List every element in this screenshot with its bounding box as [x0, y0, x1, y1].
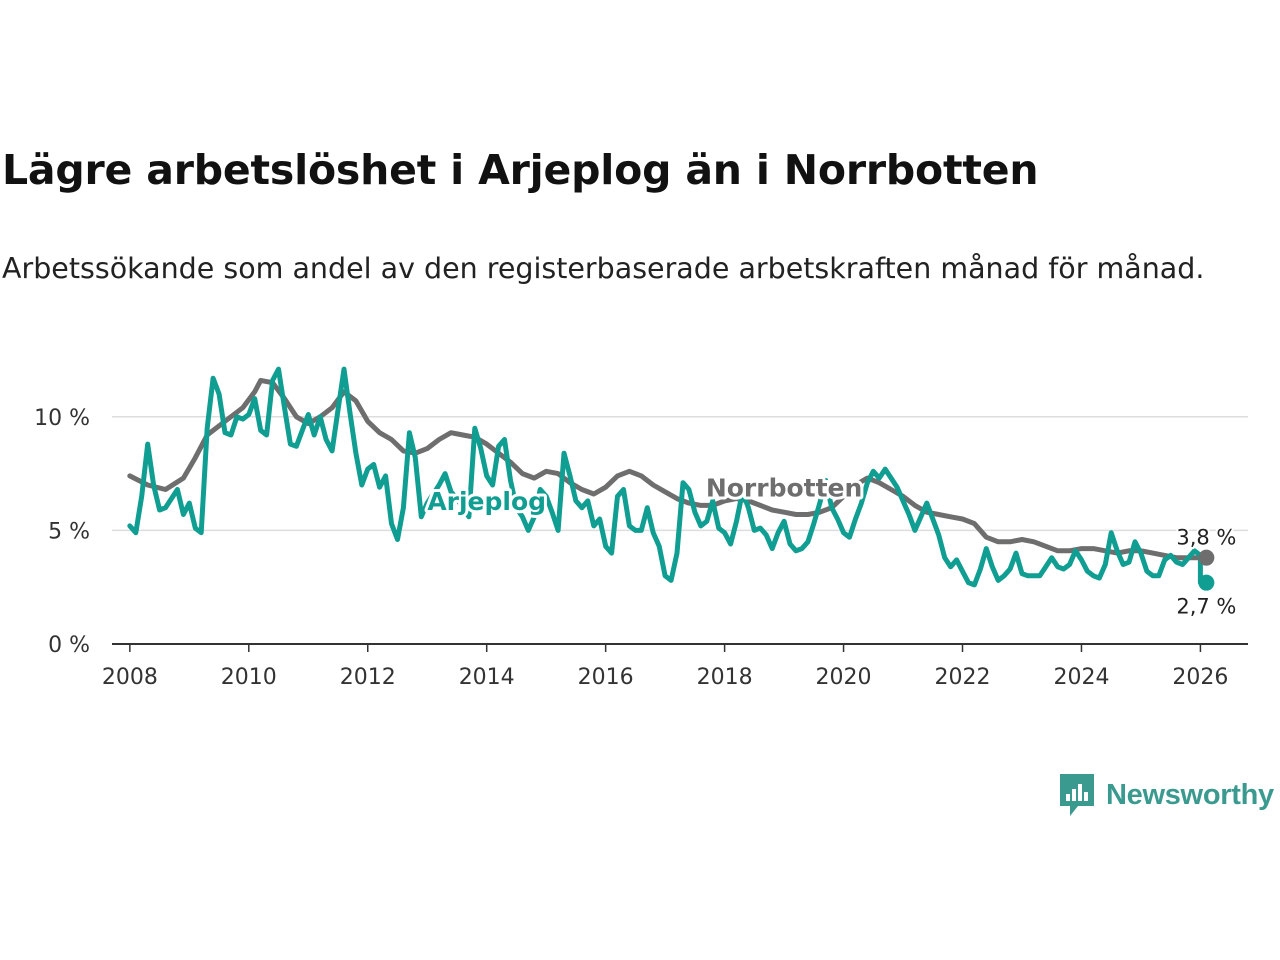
newsworthy-logo-icon: [1060, 774, 1094, 816]
x-tick-label: 2022: [935, 665, 991, 690]
x-tick-label: 2018: [697, 665, 753, 690]
end-point-arjeplog: [1198, 574, 1215, 591]
end-value-label-norrbotten: 3,8 %: [1176, 526, 1236, 550]
series-line-arjeplog: [127, 366, 1209, 588]
series-label-arjeplog: Arjeplog: [427, 487, 546, 516]
line-chart: 0 %5 %10 % 2008 2010 2012 2014 2016 2018 2020 2…: [34, 366, 1248, 690]
series-lines: [127, 366, 1209, 588]
brand-name: Newsworthy: [1106, 778, 1274, 811]
y-axis-ticks: 0 % 5 % 10 %: [34, 406, 90, 658]
end-value-label-arjeplog: 2,7 %: [1176, 595, 1236, 619]
end-markers: 3,8 % 2,7 %: [1174, 524, 1238, 621]
series-labels: Arjeplog Norrbotten: [424, 470, 865, 519]
y-tick-label: 0 %: [48, 633, 90, 658]
x-tick-label: 2026: [1172, 665, 1228, 690]
chart-subtitle: Arbetssökande som andel av den registerb…: [2, 252, 1205, 285]
x-axis-ticks: 2008 2010 2012 2014 2016 2018 2020 2022 2024 2026: [102, 644, 1228, 690]
y-tick-label: 5 %: [48, 519, 90, 544]
series-label-norrbotten: Norrbotten: [706, 473, 862, 502]
end-point-norrbotten: [1198, 549, 1215, 566]
newsworthy-brand: Newsworthy: [1058, 772, 1274, 818]
x-tick-label: 2010: [221, 665, 277, 690]
x-tick-label: 2016: [578, 665, 634, 690]
series-line-norrbotten: [127, 377, 1209, 561]
y-tick-label: 10 %: [34, 406, 90, 431]
x-tick-label: 2008: [102, 665, 158, 690]
x-tick-label: 2020: [816, 665, 872, 690]
x-tick-label: 2012: [340, 665, 396, 690]
x-tick-label: 2014: [459, 665, 515, 690]
x-tick-label: 2024: [1053, 665, 1109, 690]
chart-title: Lägre arbetslöshet i Arjeplog än i Norrb…: [2, 146, 1039, 194]
